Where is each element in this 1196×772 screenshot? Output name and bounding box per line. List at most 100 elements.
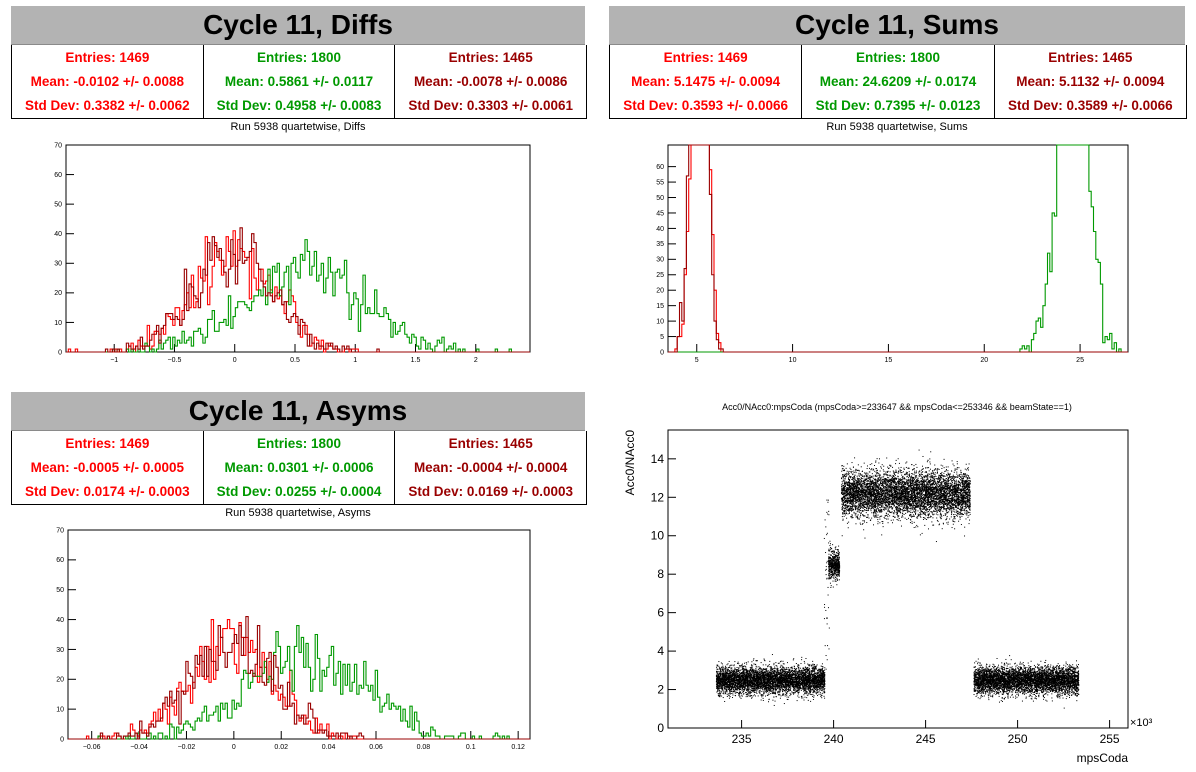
scatter-point: [781, 673, 783, 675]
asyms-subtitle: Run 5938 quartetwise, Asyms: [225, 507, 371, 519]
scatter-point: [812, 693, 814, 695]
scatter-point: [811, 672, 813, 674]
histogram-series-2: [66, 227, 530, 353]
y-tick-label: 0: [657, 721, 664, 735]
scatter-point: [767, 670, 769, 672]
scatter-point: [811, 671, 813, 673]
scatter-point: [729, 665, 731, 667]
scatter-point: [726, 674, 728, 676]
scatter-point: [756, 674, 758, 676]
scatter-point: [749, 691, 751, 693]
scatter-point: [811, 673, 813, 675]
scatter-point: [815, 667, 817, 669]
scatter-point: [716, 666, 718, 668]
scatter-point: [795, 680, 797, 682]
stat-entries: Entries: 1469: [65, 49, 150, 65]
plot-frame: [667, 429, 1129, 729]
stat-std: Std Dev: 0.0169 +/- 0.0003: [408, 484, 574, 500]
scatter-point: [743, 683, 745, 685]
scatter-point: [729, 693, 731, 695]
scatter-point: [746, 694, 748, 696]
scatter-point: [726, 693, 728, 695]
scatter-point: [765, 678, 767, 680]
scatter-point: [718, 693, 720, 695]
scatter-point: [812, 681, 814, 683]
scatter-point: [793, 671, 795, 673]
scatter-point: [778, 694, 780, 696]
scatter-point: [774, 691, 776, 693]
scatter-point: [751, 679, 753, 681]
scatter-point: [725, 677, 727, 679]
scatter-point: [731, 675, 733, 677]
scatter-point: [734, 661, 736, 663]
scatter-point: [783, 694, 785, 696]
scatter-point: [752, 668, 754, 670]
scatter-point: [816, 689, 818, 691]
scatter-point: [730, 682, 732, 684]
scatter-point: [797, 665, 799, 667]
scatter-point: [808, 680, 810, 682]
scatter-point: [810, 665, 812, 667]
scatter-point: [808, 685, 810, 687]
scatter-point: [724, 692, 726, 694]
scatter-point: [780, 676, 782, 678]
scatter-point: [736, 684, 738, 686]
scatter-point: [733, 676, 735, 678]
y-tick-label: 60: [56, 557, 64, 564]
plot-frame: [67, 529, 531, 740]
scatter-point: [721, 663, 723, 665]
scatter-point: [805, 691, 807, 693]
scatter-point: [749, 690, 751, 692]
y-tick-label: 2: [657, 683, 664, 697]
scatter-point: [802, 683, 804, 685]
scatter-point: [752, 671, 754, 673]
x-tick-label: 5: [695, 357, 699, 364]
scatter-point: [783, 667, 785, 669]
scatter-point: [787, 681, 789, 683]
scatter-point: [736, 677, 738, 679]
scatter-point: [744, 662, 746, 664]
scatter-point: [792, 677, 794, 679]
scatter-point: [759, 667, 761, 669]
scatter-point: [774, 677, 776, 679]
scatter-point: [739, 695, 741, 697]
scatter-point: [716, 664, 718, 666]
scatter-point: [822, 674, 824, 676]
scatter-point: [804, 668, 806, 670]
scatter-point: [821, 684, 823, 686]
sums-stats-green: Entries: 1800 Mean: 24.6209 +/- 0.0174 S…: [802, 45, 995, 118]
scatter-point: [744, 676, 746, 678]
scatter-point: [725, 668, 727, 670]
scatter-point: [773, 669, 775, 671]
scatter-point: [817, 679, 819, 681]
scatter-point: [753, 691, 755, 693]
scatter-point: [735, 671, 737, 673]
scatter-point: [784, 675, 786, 677]
scatter-point: [774, 674, 776, 676]
scatter-point: [778, 672, 780, 674]
scatter-point: [718, 677, 720, 679]
scatter-point: [745, 689, 747, 691]
scatter-point: [718, 667, 720, 669]
scatter-point: [811, 676, 813, 678]
scatter-point: [730, 667, 732, 669]
scatter-point: [808, 683, 810, 685]
scatter-point: [746, 685, 748, 687]
scatter-point: [717, 673, 719, 675]
scatter-point: [792, 659, 794, 661]
scatter-point: [735, 695, 737, 697]
scatter-point: [804, 662, 806, 664]
scatter-point: [749, 667, 751, 669]
scatter-point: [757, 680, 759, 682]
scatter-point: [785, 689, 787, 691]
scatter-point: [820, 677, 822, 679]
scatter-point: [781, 691, 783, 693]
scatter-point: [795, 663, 797, 665]
scatter-point: [756, 687, 758, 689]
scatter-point: [820, 689, 822, 691]
scatter-point: [747, 684, 749, 686]
scatter-point: [719, 693, 721, 695]
scatter-point: [806, 686, 808, 688]
scatter-point: [787, 687, 789, 689]
scatter-point: [804, 692, 806, 694]
